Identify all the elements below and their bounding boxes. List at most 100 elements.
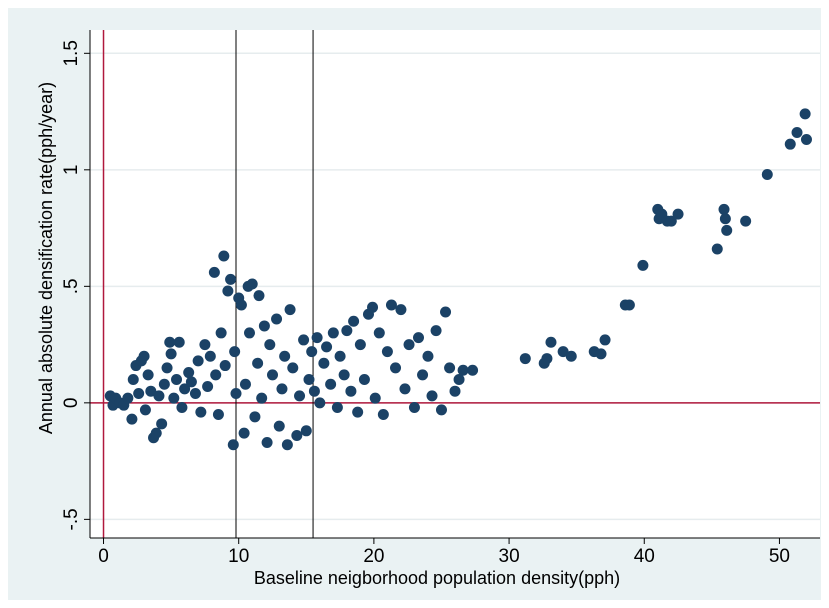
data-point-44 [227,439,239,451]
data-point-125 [623,299,635,311]
data-point-13 [142,369,154,381]
y-tick-label-2: .5 [61,278,82,294]
data-point-46 [230,388,242,400]
data-point-68 [287,362,299,374]
x-tick-label-1: 10 [228,546,249,567]
data-point-93 [369,392,381,404]
data-point-34 [202,381,214,393]
data-point-35 [204,350,216,362]
data-point-86 [345,385,357,397]
data-point-63 [273,420,285,432]
data-point-52 [244,327,256,339]
data-point-75 [308,385,320,397]
data-point-31 [192,355,204,367]
data-point-53 [246,278,258,290]
data-points [104,108,812,451]
data-point-22 [165,348,177,360]
data-point-137 [740,215,752,227]
data-point-16 [150,427,162,439]
data-point-89 [354,339,366,351]
data-point-69 [291,429,303,441]
data-point-118 [545,336,557,348]
data-point-78 [318,357,330,369]
data-point-17 [153,390,165,402]
data-point-11 [138,350,150,362]
data-point-139 [784,138,796,150]
y-tick-label-1: 0 [61,398,82,409]
data-point-21 [164,336,176,348]
data-point-42 [222,285,234,297]
data-point-67 [284,304,296,316]
data-point-20 [161,362,173,374]
data-point-113 [457,364,469,376]
data-point-12 [139,404,151,416]
data-point-27 [179,383,191,395]
data-point-74 [306,346,318,358]
y-axis-ticks: -.5 0 .5 1 1.5 [61,40,90,530]
data-point-80 [325,378,337,390]
data-point-77 [314,397,326,409]
data-point-110 [444,362,456,374]
data-point-71 [298,334,310,346]
data-point-36 [208,266,220,278]
data-point-114 [467,364,479,376]
data-point-132 [672,208,684,220]
data-point-59 [261,436,273,448]
data-point-103 [413,332,424,344]
x-tick-label-3: 30 [499,546,520,567]
data-point-109 [440,306,452,318]
data-point-134 [718,203,730,215]
data-point-141 [799,108,811,120]
data-point-29 [185,376,197,388]
data-point-55 [252,357,264,369]
data-point-14 [145,385,157,397]
y-tick-label-3: 1 [61,165,82,176]
data-point-57 [256,392,268,404]
data-point-82 [331,402,343,414]
plot-area [90,30,820,538]
data-point-126 [637,259,649,271]
data-point-117 [541,353,553,365]
data-point-99 [395,304,407,316]
data-point-54 [249,411,261,423]
data-point-122 [595,348,607,360]
data-point-94 [373,327,385,339]
data-point-7 [127,374,139,386]
data-point-32 [195,406,207,418]
data-point-50 [239,378,251,390]
data-point-95 [377,408,389,420]
data-point-49 [238,427,250,439]
data-point-111 [449,385,461,397]
data-point-39 [215,327,227,339]
data-point-73 [303,374,315,386]
data-point-48 [235,299,247,311]
data-point-108 [435,404,447,416]
y-tick-label-4: 1.5 [61,40,82,66]
y-tick-label-0: -.5 [61,508,82,530]
data-point-90 [358,374,370,386]
data-point-98 [390,362,402,374]
x-tick-label-0: 0 [98,546,109,567]
data-point-70 [294,390,306,402]
data-point-123 [599,334,611,346]
data-point-64 [276,383,288,395]
data-point-26 [176,402,188,414]
data-point-41 [219,360,231,372]
data-point-79 [321,341,333,353]
data-point-37 [210,369,222,381]
data-point-136 [721,224,733,236]
data-point-60 [264,339,276,351]
reference-lines [90,30,820,538]
data-point-133 [711,243,723,255]
data-point-101 [403,339,415,351]
data-point-112 [453,374,465,386]
data-point-56 [253,290,265,302]
data-point-23 [168,392,180,404]
data-point-107 [430,325,442,337]
y-axis-title: Annual absolute densification rate(pph/y… [36,82,56,434]
data-point-138 [761,168,773,180]
data-point-66 [281,439,293,451]
x-axis-title: Baseline neigborhood population density(… [254,568,620,588]
data-point-28 [183,367,195,379]
data-point-5 [122,392,134,404]
